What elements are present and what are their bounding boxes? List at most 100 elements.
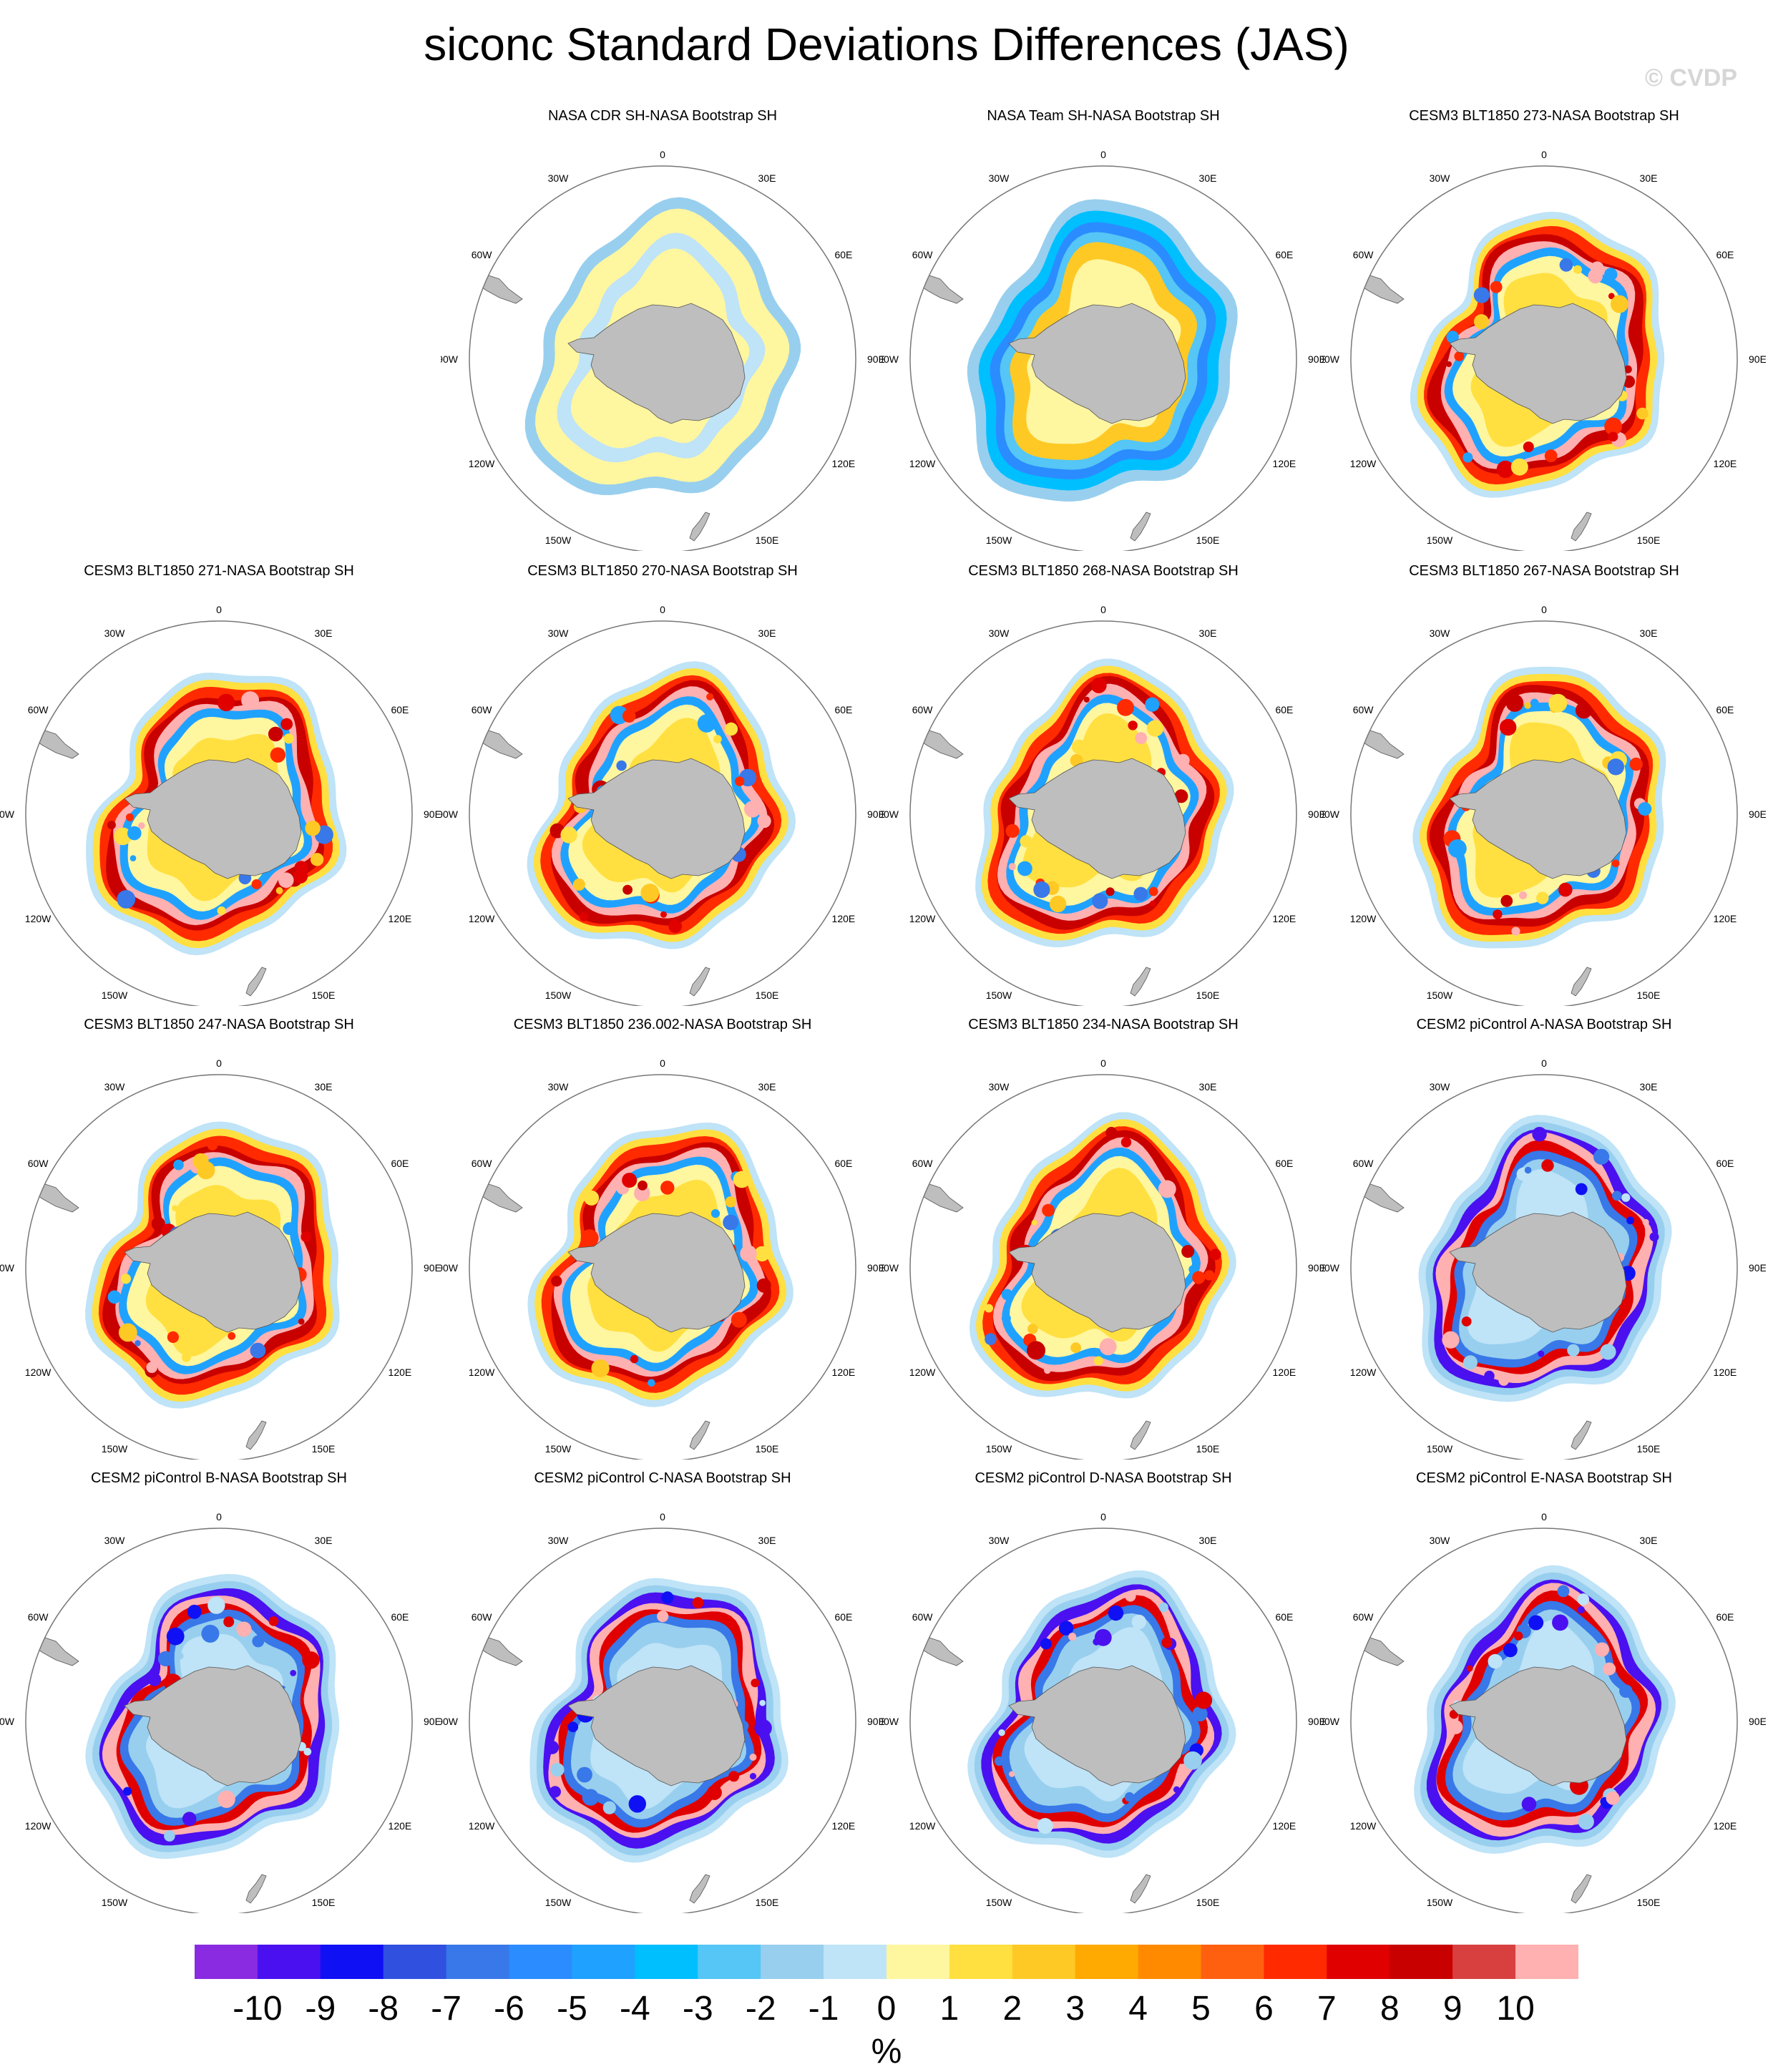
lon-label: 120E xyxy=(832,458,856,469)
ice-anomaly-blob xyxy=(1484,1370,1495,1382)
lon-label: 120W xyxy=(469,1820,495,1832)
polar-map: 030E60E90E120E150E180150W120W90W60W30W xyxy=(0,604,441,1006)
lon-label: 90E xyxy=(867,1262,884,1274)
new-zealand-land xyxy=(1130,1420,1151,1450)
map-boundary xyxy=(469,1074,856,1460)
ice-anomaly-blob xyxy=(1146,720,1164,737)
map-panel: CESM3 BLT1850 271-NASA Bootstrap SH 0 30E 6… xyxy=(0,562,441,1006)
lon-label: 120E xyxy=(832,1367,856,1378)
ice-anomaly-blob xyxy=(1532,1127,1547,1142)
lon-label: 60E xyxy=(834,249,852,260)
lon-label: 0 xyxy=(216,1511,222,1523)
lon-label: 150W xyxy=(545,534,572,546)
ice-anomaly-blob xyxy=(1192,1706,1208,1721)
ice-anomaly-blob xyxy=(1128,720,1138,730)
ice-anomaly-blob xyxy=(1636,407,1649,420)
lon-label: 120E xyxy=(389,1367,412,1378)
ice-anomaly-blob xyxy=(201,1624,220,1643)
ice-anomaly-blob xyxy=(181,1352,191,1362)
ice-anomaly-blob xyxy=(207,1140,218,1150)
lon-label: 150W xyxy=(986,1897,1012,1908)
lon-label: 30E xyxy=(1640,172,1658,184)
lon-label: 150E xyxy=(1637,534,1661,546)
ice-anomaly-blob xyxy=(151,1216,165,1231)
lon-label: 120W xyxy=(1350,913,1377,924)
lon-label: 30E xyxy=(758,1535,776,1546)
figure-title: siconc Standard Deviations Differences (… xyxy=(424,19,1349,70)
lon-label: 0 xyxy=(660,149,665,160)
lon-label: 120E xyxy=(1273,458,1296,469)
ice-anomaly-blob xyxy=(1090,677,1107,693)
lon-label: 120E xyxy=(389,913,412,924)
colorbar-swatch xyxy=(824,1945,887,1979)
lon-label: 150W xyxy=(986,534,1012,546)
ice-anomaly-blob xyxy=(697,714,716,733)
polar-map: 030E60E90E120E150E180150W120W90W60W30W xyxy=(441,1511,884,1913)
new-zealand-land xyxy=(1130,967,1151,997)
lon-label: 30E xyxy=(1640,1081,1658,1093)
ice-anomaly-blob xyxy=(164,1830,175,1842)
lon-label: 0 xyxy=(1100,149,1106,160)
ice-anomaly-blob xyxy=(1573,265,1582,274)
ice-anomaly-blob xyxy=(1577,1593,1590,1606)
ice-anomaly-blob xyxy=(1604,417,1622,436)
antarctica-land xyxy=(1449,758,1627,879)
panel-title: NASA CDR SH-NASA Bootstrap SH xyxy=(547,108,778,124)
polar-map: 030E60E90E120E150E180150W120W90W60W30W xyxy=(1322,1057,1766,1460)
ice-anomaly-blob xyxy=(630,1354,639,1364)
ice-anomaly-blob xyxy=(1446,361,1452,367)
lon-label: 30W xyxy=(548,172,570,184)
ice-anomaly-blob xyxy=(1442,1331,1460,1349)
ice-anomaly-blob xyxy=(1448,1720,1463,1734)
lon-label: 60W xyxy=(472,249,493,260)
ice-anomaly-blob xyxy=(120,1274,131,1284)
colorbar-tick-label: -6 xyxy=(494,1990,524,2028)
ice-anomaly-blob xyxy=(107,821,116,830)
ice-anomaly-blob xyxy=(1607,758,1624,776)
ice-anomaly-blob xyxy=(1461,1316,1472,1326)
lon-label: 90E xyxy=(1749,353,1766,365)
ice-anomaly-blob xyxy=(731,1311,747,1328)
ice-anomaly-blob xyxy=(147,1673,162,1686)
map-boundary xyxy=(909,620,1297,1006)
ice-anomaly-blob xyxy=(622,1173,638,1188)
lon-label: 30W xyxy=(989,172,1010,184)
lon-label: 90W xyxy=(1322,1716,1340,1727)
lon-label: 60W xyxy=(472,704,493,715)
antarctica-land xyxy=(567,1665,746,1787)
ice-anomaly-blob xyxy=(1510,458,1528,476)
ice-anomaly-blob xyxy=(1049,895,1067,913)
lon-label: 150E xyxy=(1637,1897,1661,1908)
lon-label: 60E xyxy=(1275,249,1293,260)
ice-anomaly-blob xyxy=(1105,887,1115,896)
panel-title: CESM2 piControl A-NASA Bootstrap SH xyxy=(1416,1017,1672,1032)
ice-anomaly-blob xyxy=(1135,732,1148,745)
colorbar xyxy=(195,1945,1578,1979)
map-boundary xyxy=(1350,620,1738,1006)
ice-anomaly-blob xyxy=(1099,1338,1117,1356)
panel-title: CESM2 piControl C-NASA Bootstrap SH xyxy=(534,1470,791,1486)
ice-anomaly-blob xyxy=(1158,1180,1176,1198)
ice-anomaly-blob xyxy=(1559,258,1573,272)
lon-label: 90E xyxy=(424,808,441,820)
lon-label: 150W xyxy=(1427,1443,1453,1455)
lon-label: 150E xyxy=(1637,989,1661,1001)
polar-map: 030E60E90E120E150E180150W120W90W60W30W xyxy=(0,1057,441,1460)
ice-anomaly-blob xyxy=(268,1616,279,1626)
ice-anomaly-blob xyxy=(283,733,294,744)
ice-anomaly-blob xyxy=(1590,261,1604,275)
ice-anomaly-blob xyxy=(1124,1792,1135,1802)
polar-map: 030E60E90E120E150E180150W120W90W60W30W xyxy=(1322,1511,1766,1913)
ice-anomaly-blob xyxy=(1044,1367,1051,1374)
panel-title: CESM3 BLT1850 267-NASA Bootstrap SH xyxy=(1409,563,1679,579)
ice-anomaly-blob xyxy=(567,1721,579,1732)
lon-label: 60W xyxy=(912,1611,934,1623)
ice-anomaly-blob xyxy=(550,1763,565,1777)
ice-anomaly-blob xyxy=(1027,1341,1045,1360)
new-zealand-land xyxy=(1130,1874,1151,1904)
ice-anomaly-blob xyxy=(1001,1314,1011,1324)
lon-label: 120W xyxy=(909,1820,936,1832)
ice-anomaly-blob xyxy=(146,1362,157,1373)
colorbar-swatch xyxy=(572,1945,635,1979)
ice-anomaly-blob xyxy=(1567,1344,1580,1357)
